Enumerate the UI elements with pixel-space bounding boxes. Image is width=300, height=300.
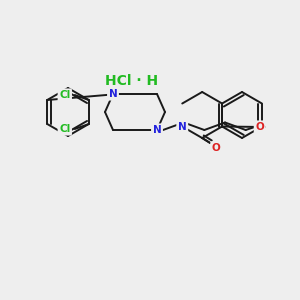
- Text: O: O: [255, 122, 264, 132]
- Text: N: N: [178, 122, 187, 131]
- Text: N: N: [153, 125, 161, 135]
- Text: Cl: Cl: [59, 124, 70, 134]
- Text: Cl: Cl: [59, 90, 70, 100]
- Text: HCl · H: HCl · H: [105, 74, 159, 88]
- Text: N: N: [109, 89, 117, 99]
- Text: O: O: [212, 143, 220, 153]
